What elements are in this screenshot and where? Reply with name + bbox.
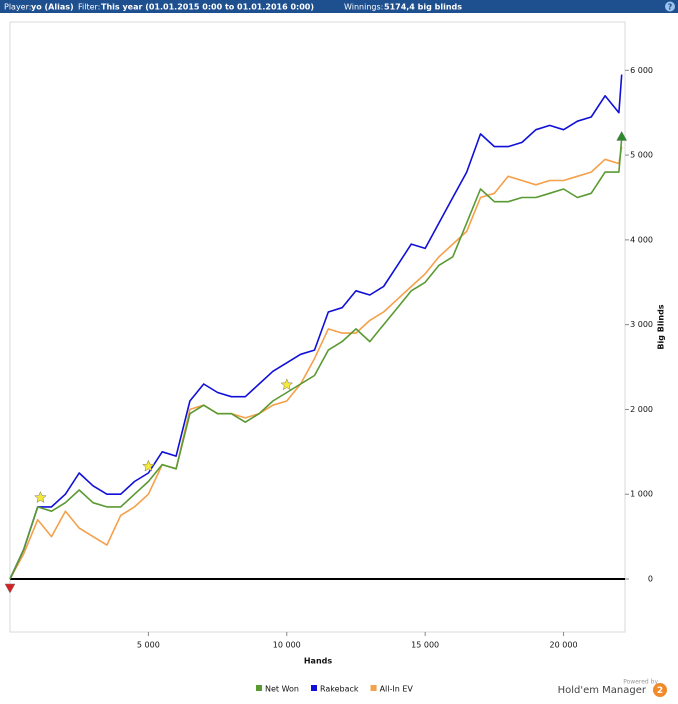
x-tick-label: 5 000 xyxy=(137,641,160,650)
legend-swatch xyxy=(256,685,262,691)
powered-by: Powered by xyxy=(623,679,658,686)
player: yo (Alias) xyxy=(31,3,74,12)
y-axis-label: Big Blinds xyxy=(657,304,666,349)
winnings-label: Winnings: xyxy=(344,3,383,12)
legend-label: Net Won xyxy=(265,685,299,694)
y-tick-label: 1 000 xyxy=(630,490,653,499)
y-tick-label: 5 000 xyxy=(630,151,653,160)
y-tick-label: 0 xyxy=(648,575,653,584)
help-text[interactable]: ? xyxy=(668,3,673,12)
marker xyxy=(34,490,47,504)
filter-label: Filter: xyxy=(78,3,100,12)
marker xyxy=(616,130,628,141)
marker xyxy=(142,459,155,472)
marker xyxy=(4,583,16,594)
x-tick-label: 15 000 xyxy=(411,641,439,650)
marker xyxy=(280,378,294,391)
y-tick-label: 2 000 xyxy=(630,405,653,414)
player-label: Player: xyxy=(4,3,31,12)
y-tick-label: 3 000 xyxy=(630,320,653,329)
header-bar xyxy=(0,0,678,13)
y-tick-label: 4 000 xyxy=(630,235,653,244)
winnings: 5174,4 big blinds xyxy=(384,3,462,12)
y-tick-label: 6 000 xyxy=(630,66,653,75)
legend-swatch xyxy=(370,685,377,691)
series-line xyxy=(9,74,623,580)
brand-version: 2 xyxy=(657,686,663,696)
plot-frame xyxy=(9,21,626,633)
series-line xyxy=(9,138,623,580)
x-axis-label: Hands xyxy=(304,657,333,666)
brand-logo xyxy=(653,683,667,697)
brand: Hold'em Manager xyxy=(558,685,647,696)
legend-label: All-In EV xyxy=(380,685,414,694)
series-line xyxy=(9,146,623,580)
header: Player: yo (Alias) Filter: This year (01… xyxy=(4,1,675,12)
filter: This year (01.01.2015 0:00 to 01.01.2016… xyxy=(101,3,314,12)
x-tick-label: 10 000 xyxy=(273,641,301,650)
legend-swatch xyxy=(311,685,317,691)
legend-label: Rakeback xyxy=(320,685,359,694)
help-icon[interactable] xyxy=(665,1,675,12)
x-tick-label: 20 000 xyxy=(550,641,578,650)
